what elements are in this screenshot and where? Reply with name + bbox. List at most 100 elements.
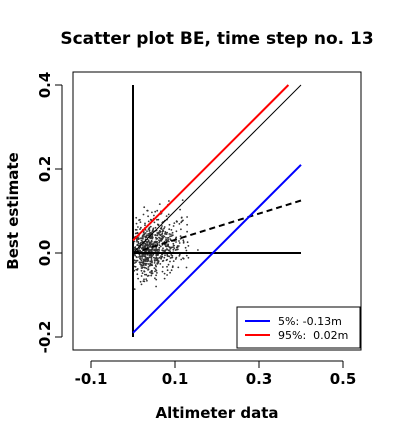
scatter-point [150, 259, 153, 261]
scatter-point [158, 241, 161, 244]
scatter-point [150, 256, 153, 259]
scatter-point [152, 242, 155, 245]
scatter-point [173, 222, 176, 225]
scatter-point [147, 266, 150, 268]
scatter-point [141, 240, 144, 243]
scatter-point [150, 270, 153, 273]
plot-frame [72, 71, 362, 351]
scatter-point [140, 259, 143, 262]
scatter-point [146, 275, 149, 277]
scatter-point [159, 234, 162, 237]
scatter-point [178, 223, 181, 225]
scatter-point [157, 231, 160, 234]
scatter-point [163, 277, 166, 280]
scatter-point [180, 216, 183, 219]
scatter-point [163, 256, 166, 259]
scatter-point [175, 230, 178, 233]
scatter-point [148, 243, 151, 246]
scatter-point [167, 213, 170, 216]
scatter-point [167, 249, 170, 252]
scatter-point [141, 272, 144, 275]
line-95pct [132, 84, 290, 242]
scatter-point [136, 273, 139, 276]
scatter-point [160, 257, 162, 260]
scatter-point [156, 262, 159, 264]
scatter-point [143, 206, 146, 209]
scatter-point [161, 266, 164, 268]
scatter-point [162, 247, 164, 250]
scatter-point [142, 213, 145, 216]
scatter-point [144, 222, 146, 225]
y-tick-label: -0.2 [36, 321, 54, 354]
scatter-point [143, 278, 145, 281]
scatter-point [147, 228, 150, 231]
scatter-point [158, 256, 161, 259]
scatter-point [197, 249, 199, 251]
scatter-point [165, 245, 168, 248]
scatter-point [148, 256, 151, 259]
scatter-point [135, 229, 138, 231]
scatter-point [179, 235, 182, 238]
scatter-point [167, 238, 170, 241]
scatter-point [170, 233, 172, 236]
scatter-point [147, 263, 150, 265]
scatter-point [164, 254, 166, 257]
scatter-point [144, 244, 147, 247]
scatter-point [145, 262, 148, 265]
scatter-point [139, 255, 141, 258]
scatter-point [151, 237, 154, 240]
scatter-point [178, 242, 181, 244]
scatter-point [173, 247, 176, 250]
scatter-point [176, 246, 179, 249]
scatter-point [143, 245, 146, 248]
scatter-point [155, 274, 158, 277]
scatter-point [142, 235, 145, 237]
scatter-point [163, 235, 166, 238]
scatter-point [186, 230, 189, 233]
scatter-point [166, 258, 169, 261]
scatter-point [170, 269, 173, 272]
scatter-point [154, 240, 157, 243]
scatter-point [152, 227, 155, 230]
scatter-point [137, 242, 140, 245]
scatter-point [157, 218, 160, 221]
scatter-point [160, 239, 163, 242]
scatter-point [157, 224, 160, 227]
y-tick-label: 0.0 [36, 240, 54, 267]
scatter-point [133, 288, 136, 290]
scatter-point [171, 246, 174, 249]
scatter-point [169, 250, 172, 253]
scatter-point [154, 226, 157, 229]
scatter-point [142, 280, 145, 283]
scatter-point [160, 238, 163, 241]
scatter-point [137, 226, 139, 228]
scatter-point [153, 214, 155, 217]
scatter-point [165, 237, 167, 239]
scatter-point [140, 269, 143, 272]
scatter-point [172, 242, 175, 245]
reference-lines [132, 84, 302, 337]
scatter-point [168, 246, 171, 249]
scatter-point [185, 254, 188, 257]
scatter-point [146, 244, 149, 246]
scatter-point [151, 244, 154, 246]
scatter-point [156, 218, 158, 221]
scatter-point [154, 277, 156, 280]
scatter-point [166, 248, 168, 250]
scatter-point [177, 245, 180, 247]
scatter-point [182, 241, 185, 243]
scatter-point [159, 231, 161, 234]
scatter-point [155, 285, 158, 288]
scatter-point [159, 227, 162, 230]
scatter-point [135, 268, 138, 271]
scatter-point [149, 271, 151, 274]
scatter-point [166, 253, 169, 256]
scatter-point [148, 245, 151, 248]
scatter-point [158, 250, 161, 252]
scatter-point [141, 246, 144, 249]
scatter-point [136, 256, 138, 259]
line-regression [132, 199, 302, 254]
scatter-point [137, 244, 140, 247]
x-axis-label: Altimeter data [156, 404, 279, 422]
scatter-point [138, 247, 141, 250]
